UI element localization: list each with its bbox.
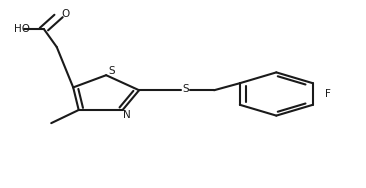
Text: N: N: [123, 110, 131, 120]
Text: F: F: [325, 89, 331, 99]
Text: HO: HO: [14, 24, 30, 34]
Text: O: O: [62, 9, 70, 20]
Text: S: S: [108, 66, 115, 76]
Text: S: S: [183, 84, 189, 94]
